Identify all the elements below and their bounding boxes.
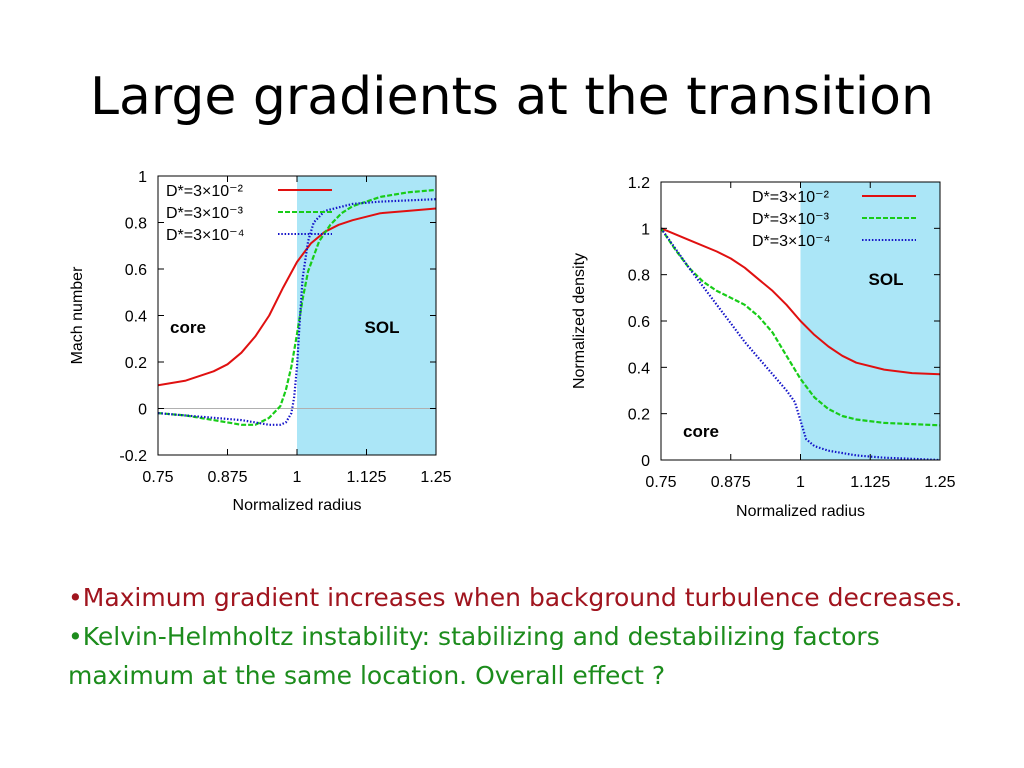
x-tick-label: 1 <box>293 469 302 486</box>
x-tick-label: 0.875 <box>207 469 247 486</box>
y-tick-label: 0.6 <box>125 262 147 279</box>
x-tick-label: 1.25 <box>924 474 955 491</box>
x-tick-label: 1.125 <box>346 469 386 486</box>
slide-title: Large gradients at the transition <box>90 67 934 127</box>
legend-label-1: D*=3×10⁻³ <box>752 211 830 228</box>
series-line-2 <box>158 198 436 426</box>
y-tick-label: 0.6 <box>628 314 650 331</box>
y-tick-label: 0.2 <box>125 355 147 372</box>
y-tick-label: 0.2 <box>628 407 650 424</box>
y-tick-label: 1.2 <box>628 175 650 192</box>
y-tick-label: 0.4 <box>628 360 650 377</box>
x-tick-label: 0.875 <box>711 474 751 491</box>
series-line-0 <box>158 207 436 387</box>
y-axis-title: Normalized density <box>571 253 588 389</box>
x-axis-title: Normalized radius <box>233 497 362 514</box>
y-tick-label: 0 <box>138 402 147 419</box>
sol-label: SOL <box>869 270 904 289</box>
series-line-1 <box>661 227 940 427</box>
sol-region <box>800 182 940 460</box>
legend-label-2: D*=3×10⁻⁴ <box>166 227 245 244</box>
x-tick-label: 0.75 <box>142 469 173 486</box>
x-tick-label: 1.25 <box>420 469 451 486</box>
bullet-list: •Maximum gradient increases when backgro… <box>68 578 968 695</box>
x-tick-label: 1.125 <box>850 474 890 491</box>
y-tick-label: 1 <box>641 221 650 238</box>
y-tick-label: 0.4 <box>125 309 147 326</box>
bullet-kelvin-helmholtz: •Kelvin-Helmholtz instability: stabilizi… <box>68 622 880 690</box>
series-line-0 <box>661 227 940 376</box>
legend-label-0: D*=3×10⁻² <box>166 183 244 200</box>
legend-label-0: D*=3×10⁻² <box>752 189 830 206</box>
x-tick-label: 0.75 <box>645 474 676 491</box>
x-tick-label: 1 <box>796 474 805 491</box>
y-axis-title: Mach number <box>69 266 86 364</box>
sol-label: SOL <box>365 318 400 337</box>
core-label: core <box>170 318 206 337</box>
y-tick-label: 0.8 <box>125 216 147 233</box>
series-line-1 <box>158 188 436 426</box>
y-tick-label: -0.2 <box>119 448 147 465</box>
y-tick-label: 0 <box>641 453 650 470</box>
legend-label-2: D*=3×10⁻⁴ <box>752 233 831 250</box>
y-tick-label: 1 <box>138 169 147 186</box>
y-tick-label: 0.8 <box>628 268 650 285</box>
core-label: core <box>683 422 719 441</box>
series-line-2 <box>661 227 940 460</box>
legend-label-1: D*=3×10⁻³ <box>166 205 244 222</box>
bullet-max-gradient: •Maximum gradient increases when backgro… <box>68 583 963 612</box>
x-axis-title: Normalized radius <box>736 503 865 520</box>
